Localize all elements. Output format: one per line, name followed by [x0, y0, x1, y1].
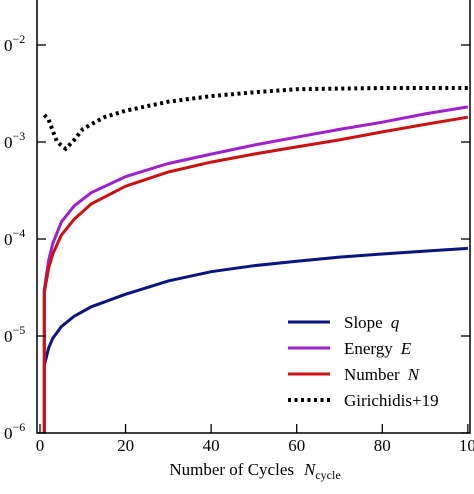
x-tick-label: 10: [459, 436, 474, 455]
y-tick-label: 0−6: [4, 420, 25, 443]
legend-name: Girichidis+19: [344, 391, 439, 410]
series-line: [42, 86, 468, 152]
legend-label: Number N: [344, 365, 421, 384]
legend-name: Slope: [344, 313, 383, 332]
x-tick-label: 20: [117, 436, 134, 455]
y-tick-exp: −5: [13, 323, 26, 337]
y-tick-label: 0−2: [4, 32, 25, 55]
y-tick-base: 0: [4, 36, 13, 55]
y-tick-exp: −2: [13, 32, 26, 46]
x-label-symbol: N: [303, 460, 317, 479]
legend-symbol: E: [400, 339, 412, 358]
x-tick-label: 80: [374, 436, 391, 455]
x-label-text: Number of Cycles: [169, 460, 294, 479]
legend-name: Number: [344, 365, 400, 384]
y-tick-label: 0−3: [4, 129, 25, 152]
y-tick-label: 0−4: [4, 226, 25, 249]
y-tick-exp: −3: [13, 129, 26, 143]
legend-symbol: N: [407, 365, 421, 384]
series-line: [42, 246, 468, 433]
y-tick-base: 0: [4, 230, 13, 249]
plot-frame: [36, 0, 471, 434]
series-line: [42, 115, 469, 433]
x-tick-label: 60: [288, 436, 305, 455]
series-line: [42, 105, 469, 433]
legend-label: Energy E: [344, 339, 412, 358]
x-axis-label: Number of Cycles Ncycle: [169, 460, 340, 482]
x-tick-label: 40: [203, 436, 220, 455]
x-tick-label: 0: [36, 436, 45, 455]
y-tick-label: 0−5: [4, 323, 25, 346]
x-label-sub: cycle: [315, 468, 340, 482]
legend-label: Girichidis+19: [344, 391, 439, 410]
y-tick-base: 0: [4, 424, 13, 443]
legend-name: Energy: [344, 339, 393, 358]
legend-symbol: q: [391, 313, 400, 332]
legend-label: Slope q: [344, 313, 400, 332]
y-tick-exp: −4: [13, 226, 26, 240]
y-tick-base: 0: [4, 133, 13, 152]
y-tick-base: 0: [4, 327, 13, 346]
y-tick-exp: −6: [13, 420, 26, 434]
